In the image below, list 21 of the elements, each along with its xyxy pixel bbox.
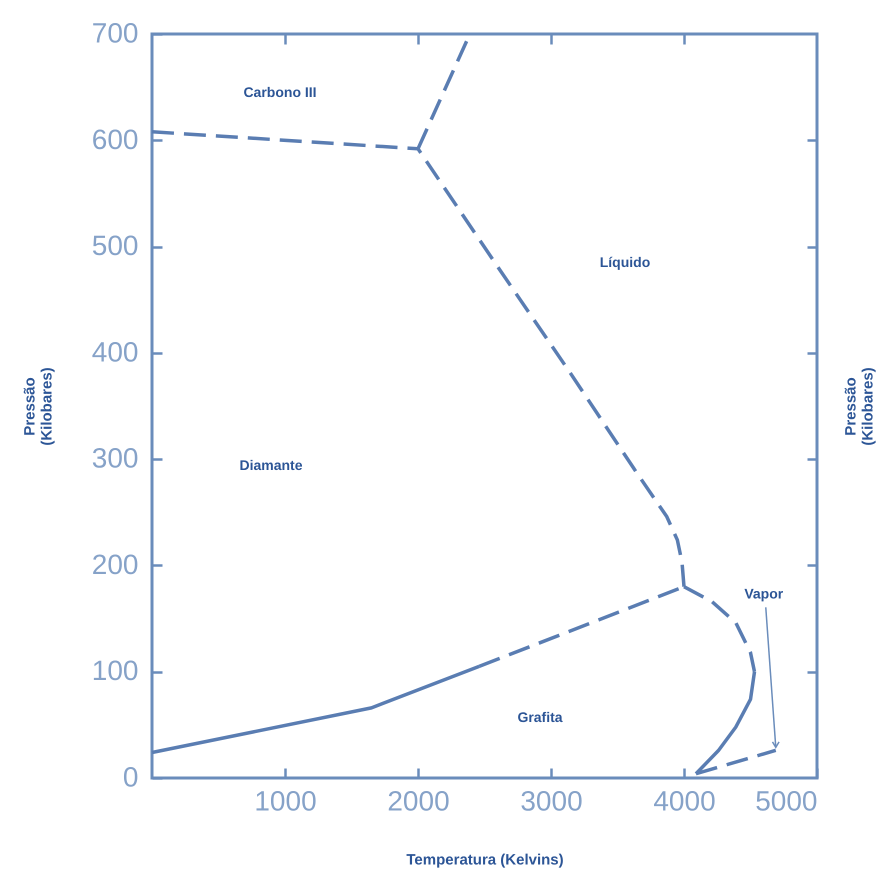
y-axis-title: Pressão (Kilobares) [22,367,56,446]
y-tick-label: 400 [92,336,138,368]
annotation: Líquido [600,254,650,270]
y-tick-label: 600 [92,124,138,155]
y-tick-label: 0 [122,762,138,792]
annotation: Carbono III [243,84,317,100]
x-tick-label: 3000 [520,786,583,816]
annotation: Diamante [239,457,303,473]
x-tick-label: 1000 [254,786,317,816]
y-tick-label: 500 [92,230,138,262]
y2-axis-title: Pressão (Kilobares) [842,367,876,446]
annotation: Vapor [744,585,784,602]
y-tick-label: 100 [92,655,138,686]
y-tick-label: 300 [92,442,138,474]
y-tick-label: 200 [92,548,138,580]
x-axis-title: Temperatura (Kelvins) [406,852,564,868]
x-tick-label: 2000 [387,786,450,816]
annotation: Grafita [517,709,563,725]
x-tick-label: 5000 [755,786,818,816]
y-tick-label: 700 [92,18,138,48]
x-tick-label: 4000 [653,786,716,816]
